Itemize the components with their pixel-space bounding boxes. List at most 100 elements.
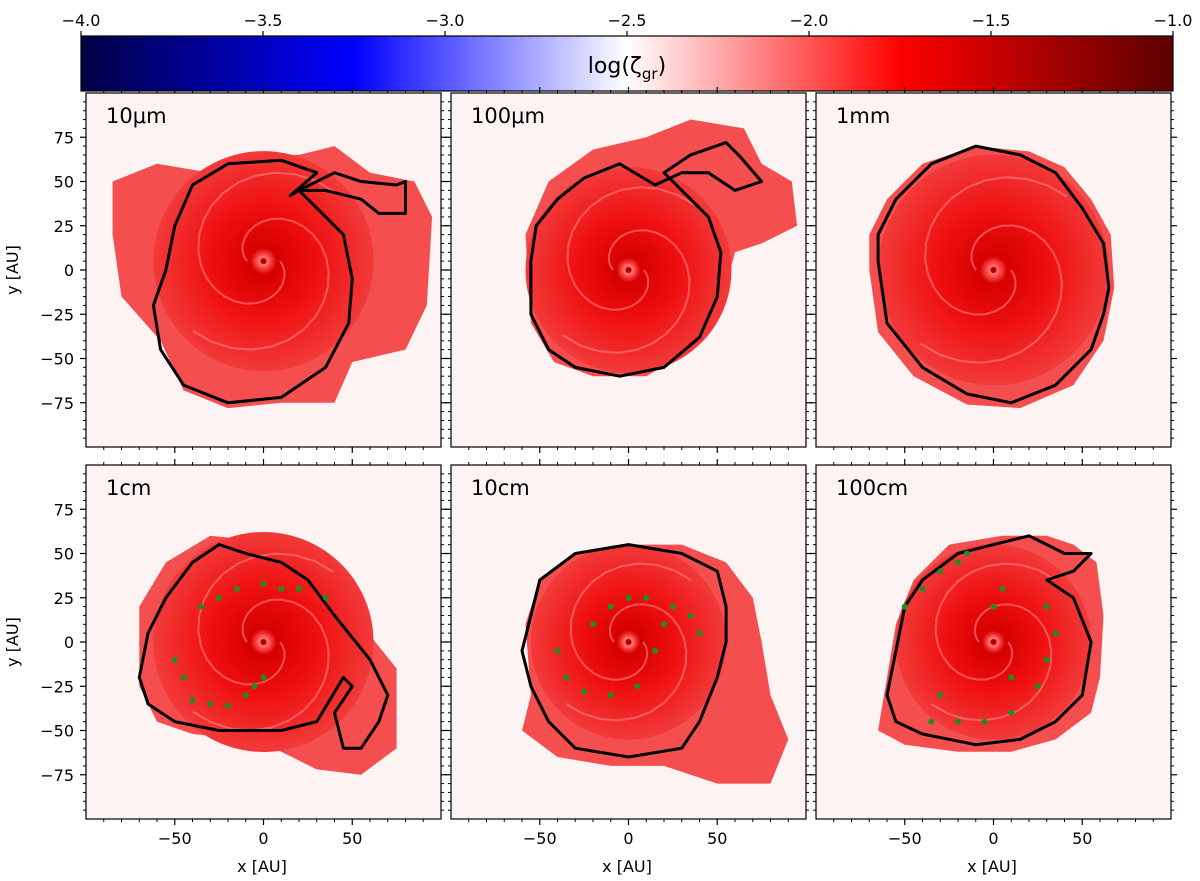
- spiral-marker: [696, 630, 703, 637]
- spiral-arm: [566, 186, 695, 311]
- colorbar-tick-label: −2.0: [790, 11, 829, 30]
- xlabel-right: x [AU]: [967, 857, 1017, 876]
- spiral-marker: [554, 647, 561, 654]
- spiral-marker: [607, 603, 614, 610]
- colorbar-gradient: [80, 35, 1174, 92]
- colorbar-tick-label: −3.0: [426, 11, 465, 30]
- spiral-marker: [563, 674, 570, 681]
- spiral-marker: [990, 603, 997, 610]
- spiral-marker: [669, 603, 676, 610]
- colorbar-tick-label: −4.0: [62, 11, 101, 30]
- x-tick-label: 0: [623, 829, 633, 848]
- spiral-marker: [207, 700, 214, 707]
- spiral-marker: [296, 585, 302, 592]
- spiral-marker: [634, 683, 641, 690]
- panel-4: 10cm −50 0 50: [445, 459, 812, 848]
- spiral-marker: [1008, 709, 1015, 716]
- spiral-arm: [924, 176, 1068, 316]
- colorbar-tick-label: −2.5: [608, 11, 647, 30]
- spiral-arm: [565, 603, 688, 722]
- spiral-marker: [278, 585, 285, 592]
- spiral-marker: [198, 603, 205, 610]
- x-tick-label: 50: [1072, 829, 1092, 848]
- panel-1: 100μm: [445, 87, 812, 453]
- disk-center-core: [260, 639, 267, 645]
- x-tick-label: −50: [158, 829, 192, 848]
- spiral-marker: [643, 594, 650, 601]
- panel-label: 10cm: [471, 476, 530, 500]
- spiral-marker: [999, 585, 1006, 592]
- y-tick-label: −50: [40, 722, 74, 741]
- xlabel-middle: x [AU]: [602, 857, 652, 876]
- ylabel-top: y [AU]: [3, 245, 22, 295]
- spiral-marker: [963, 550, 970, 557]
- spiral-marker: [901, 603, 908, 610]
- colorbar-label: log(ζgr): [588, 54, 666, 83]
- ylabel-bottom: y [AU]: [3, 617, 22, 667]
- y-tick-label: 25: [54, 589, 74, 608]
- spiral-arm: [562, 229, 691, 354]
- xlabel-left: x [AU]: [237, 857, 287, 876]
- spiral-marker: [189, 697, 196, 704]
- spiral-marker: [171, 656, 178, 663]
- spiral-marker: [607, 692, 614, 699]
- contour-line: [520, 543, 728, 759]
- spiral-marker: [955, 718, 961, 725]
- spiral-marker: [242, 692, 249, 699]
- spiral-marker: [919, 585, 926, 592]
- spiral-marker: [260, 580, 267, 587]
- spiral-marker: [928, 718, 935, 725]
- y-tick-label: 75: [54, 500, 74, 519]
- y-tick-label: −25: [40, 677, 74, 696]
- spiral-marker: [981, 718, 988, 725]
- spiral-marker: [687, 612, 694, 619]
- colorbar-ticks: −4.0 −3.5 −3.0 −2.5 −2.0 −1.5 −1.0: [62, 11, 1193, 36]
- y-tick-label: 0: [64, 633, 74, 652]
- spiral-arm: [192, 217, 330, 351]
- panel-label: 1cm: [106, 476, 151, 500]
- spiral-marker: [937, 568, 944, 575]
- x-tick-label: −50: [523, 829, 557, 848]
- y-tick-label: 50: [54, 173, 74, 192]
- panel-0: 10μm −75 −50 −25 0 25 50 75: [40, 87, 447, 453]
- spiral-marker: [225, 702, 231, 709]
- spiral-arm: [934, 562, 1057, 681]
- disk-center-core: [625, 267, 632, 273]
- colorbar-tick-label: −1.0: [1154, 11, 1193, 30]
- contour-line: [876, 144, 1111, 405]
- y-tick-label: −25: [40, 305, 74, 324]
- contour-line: [151, 158, 407, 405]
- spiral-marker: [1052, 630, 1059, 637]
- x-tick-label: 50: [342, 829, 362, 848]
- spiral-marker: [260, 674, 267, 681]
- contour-line: [529, 141, 764, 378]
- spiral-marker: [1043, 603, 1050, 610]
- panel-label: 1mm: [836, 104, 890, 128]
- spiral-marker: [251, 683, 258, 690]
- y-tick-label: 75: [54, 128, 74, 147]
- spiral-marker: [652, 647, 659, 654]
- y-tick-label: 0: [64, 261, 74, 280]
- y-tick-label: 25: [54, 217, 74, 236]
- panel-label: 100cm: [836, 476, 908, 500]
- x-tick-label: 0: [258, 829, 268, 848]
- disk-center-core: [990, 267, 997, 273]
- disk-center-core: [990, 639, 997, 645]
- panel-2: 1mm: [810, 87, 1177, 453]
- spiral-marker: [625, 594, 632, 601]
- spiral-marker: [1008, 674, 1015, 681]
- disk-center-core: [260, 258, 267, 265]
- x-tick-label: 0: [988, 829, 998, 848]
- spiral-marker: [180, 674, 187, 681]
- panel-3: 1cm −50 0 50 −75 −50 −25 0 25 50 75: [40, 459, 447, 848]
- spiral-marker: [661, 621, 667, 628]
- x-tick-label: −50: [888, 829, 922, 848]
- y-tick-label: −75: [40, 766, 74, 785]
- y-tick-label: −50: [40, 350, 74, 369]
- y-tick-label: 50: [54, 545, 74, 564]
- y-tick-label: −75: [40, 394, 74, 413]
- spiral-arm: [569, 562, 692, 681]
- spiral-marker: [1043, 656, 1050, 663]
- spiral-marker: [216, 594, 223, 601]
